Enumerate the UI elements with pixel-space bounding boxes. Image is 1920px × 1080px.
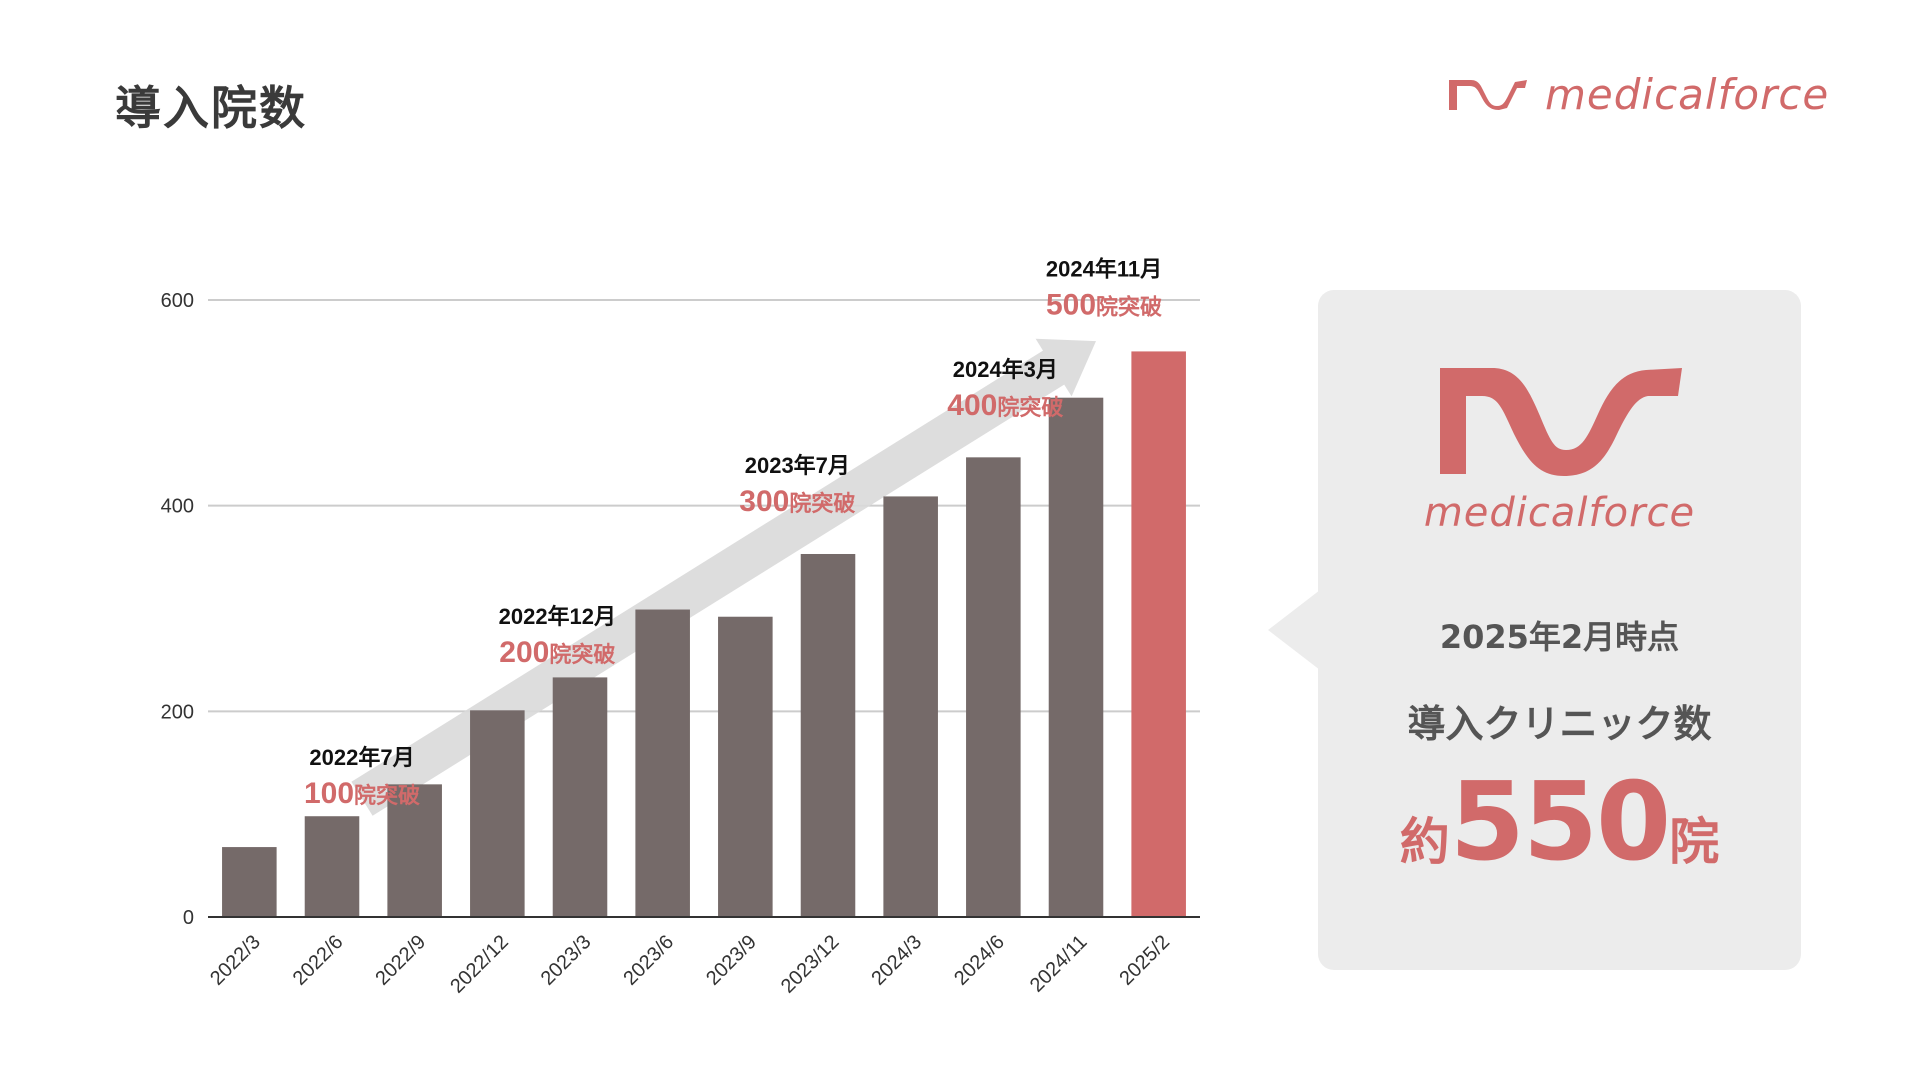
milestone-count-suffix: 院突破 — [789, 491, 855, 516]
milestone-count: 200院突破 — [499, 636, 615, 669]
milestone-count-number: 300 — [739, 485, 789, 518]
bar — [387, 784, 442, 917]
milestone-date: 2024年3月 — [953, 357, 1058, 382]
x-tick-label: 2024/3 — [867, 931, 926, 990]
medicalforce-logo-icon — [1449, 80, 1527, 110]
milestone-count: 500院突破 — [1046, 288, 1162, 321]
x-tick-label: 2023/12 — [777, 931, 844, 998]
metric-label: 導入クリニック数 — [1407, 702, 1712, 746]
bar — [800, 553, 856, 917]
milestone-count: 100院突破 — [304, 777, 420, 810]
x-tick-label: 2022/3 — [206, 931, 265, 990]
chart-svg: 0 200 400 600 2022/3 2022/6 2022/9 2022/12 2023/… — [161, 256, 1200, 998]
bar — [718, 616, 773, 917]
metric-suffix: 院 — [1669, 813, 1720, 871]
bar — [222, 847, 277, 917]
milestone-count-number: 400 — [947, 389, 997, 422]
milestone-count: 300院突破 — [739, 485, 855, 518]
metric-number: 550 — [1449, 760, 1671, 885]
page-title: 導入院数 — [115, 81, 307, 135]
bar — [470, 710, 525, 917]
bar — [304, 816, 360, 917]
milestone-date: 2022年12月 — [499, 604, 616, 629]
y-tick-label: 400 — [161, 496, 194, 518]
medicalforce-logo-icon — [1440, 368, 1682, 476]
milestone-count-number: 500 — [1046, 288, 1096, 321]
as-of-date: 2025年2月時点 — [1439, 618, 1680, 656]
bar — [883, 496, 938, 917]
milestone-count-suffix: 院突破 — [1096, 294, 1162, 319]
summary-card: medicalforce 2025年2月時点 導入クリニック数 約550院 — [1318, 290, 1801, 970]
x-tick-label: 2022/12 — [446, 931, 513, 998]
milestone-count-number: 200 — [499, 636, 549, 669]
milestone-count-suffix: 院突破 — [354, 783, 420, 808]
y-tick-label: 200 — [161, 701, 194, 723]
milestone-date: 2022年7月 — [309, 745, 414, 770]
x-tick-label: 2024/6 — [950, 931, 1009, 990]
milestone-date: 2023年7月 — [745, 453, 850, 478]
card-wordmark: medicalforce — [1423, 490, 1696, 536]
y-tick-label: 600 — [161, 290, 194, 312]
bar — [552, 677, 608, 917]
milestone-count-suffix: 院突破 — [549, 642, 615, 667]
header-wordmark: medicalforce — [1545, 70, 1830, 119]
trend-arrow — [351, 338, 1096, 816]
y-tick-label: 0 — [183, 907, 194, 929]
x-tick-label: 2022/9 — [371, 931, 430, 990]
x-tick-label: 2025/2 — [1115, 931, 1174, 990]
bar-chart: 0 200 400 600 2022/3 2022/6 2022/9 2022/12 2023/… — [120, 250, 1220, 1030]
bar — [1131, 351, 1186, 918]
bar — [1048, 397, 1104, 917]
milestone-count: 400院突破 — [947, 389, 1063, 422]
milestone-date: 2024年11月 — [1046, 256, 1162, 281]
x-tick-label: 2023/9 — [702, 931, 761, 990]
metric-value: 約550院 — [1318, 760, 1801, 885]
milestone-count-suffix: 院突破 — [997, 395, 1063, 420]
card-pointer — [1268, 590, 1320, 670]
x-tick-label: 2022/6 — [289, 931, 348, 990]
header-logo: medicalforce — [1445, 66, 1828, 126]
bar — [635, 609, 690, 917]
milestone-count-number: 100 — [304, 777, 354, 810]
metric-prefix: 約 — [1399, 813, 1450, 871]
x-tick-label: 2024/11 — [1026, 931, 1092, 997]
x-tick-label: 2023/3 — [537, 931, 596, 990]
x-tick-label: 2023/6 — [619, 931, 678, 990]
bar — [966, 457, 1021, 917]
